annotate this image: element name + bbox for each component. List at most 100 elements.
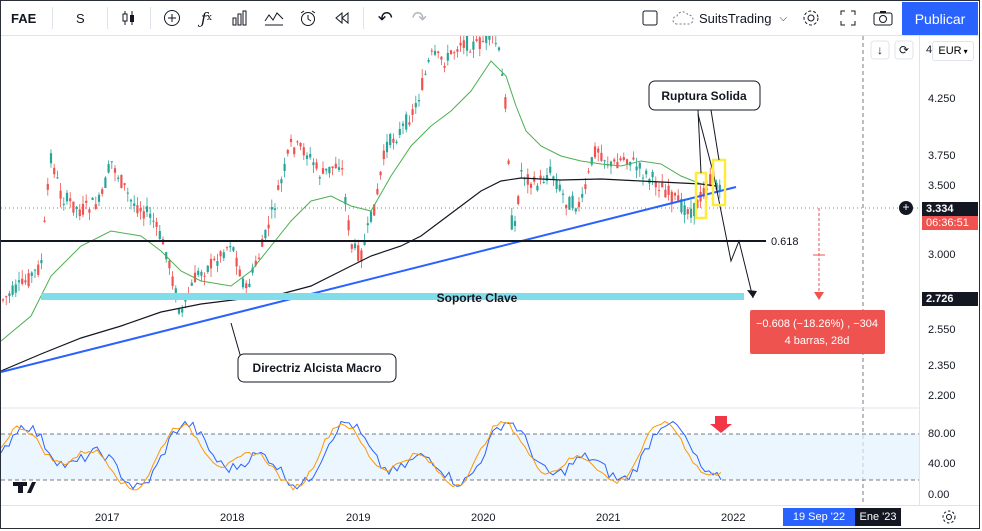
candle-body [155, 221, 158, 227]
candle-body [510, 215, 513, 230]
measure-arrowhead [814, 292, 824, 300]
current-price-badge: 3.334 [922, 202, 978, 216]
chevron-down-icon: ▾ [963, 46, 968, 56]
projection-path-2 [697, 113, 715, 177]
candle-body [501, 73, 504, 76]
support-price-badge: 2.726 [922, 292, 978, 306]
candle-body [632, 157, 635, 160]
year-label: 2022 [721, 512, 746, 524]
breakout-callout[interactable] [648, 80, 761, 111]
candle-body [609, 161, 613, 167]
candle-body [395, 141, 398, 143]
candle-body [312, 162, 315, 166]
candle-body [603, 160, 606, 162]
candle-body [677, 195, 680, 201]
candle-body [555, 180, 558, 189]
candle-body [670, 191, 673, 205]
candle-body [286, 149, 289, 154]
candle-body [283, 163, 286, 171]
candle-body [654, 181, 657, 188]
publish-button[interactable]: Publicar [902, 2, 978, 35]
undo-icon[interactable]: ↶ [377, 7, 393, 28]
candle-body [651, 171, 654, 178]
candle-body [21, 278, 24, 284]
macro-trendline[interactable] [1, 186, 737, 373]
camera-icon[interactable] [866, 1, 900, 35]
axis-settings-gear-icon[interactable] [941, 509, 959, 527]
candle-body [373, 204, 376, 216]
candle-body [209, 258, 213, 269]
key-support-zone[interactable] [41, 293, 744, 300]
fullscreen-icon[interactable] [831, 1, 865, 35]
candle-body [443, 65, 446, 68]
add-alert-plus-icon[interactable]: + [899, 201, 913, 215]
candle-body [568, 196, 571, 210]
candle-body [600, 152, 603, 161]
candle-body [622, 157, 625, 160]
divider [107, 7, 109, 29]
candle-body [661, 182, 664, 188]
candle-body [85, 200, 88, 203]
candle-body [552, 176, 555, 180]
redo-icon[interactable]: ↷ [411, 7, 427, 28]
candle-body [504, 97, 507, 109]
candle-body [581, 193, 584, 198]
templates-icon[interactable] [257, 1, 291, 35]
callout-pointer [710, 109, 720, 161]
save-layout-button[interactable]: SuitsTrading ⌵ [671, 1, 793, 35]
fullscreen-layout-icon[interactable] [637, 1, 663, 35]
replay-icon[interactable] [325, 1, 359, 35]
candle-body [549, 166, 552, 173]
candle-body [449, 50, 453, 55]
candle-body [1, 299, 5, 301]
candle-body [309, 154, 312, 158]
candle-body [389, 134, 392, 146]
candle-body [213, 258, 216, 260]
price-scale[interactable]: 4 EUR ▾ 4.250 3.750 3.500 3.334 06:36:51… [919, 36, 980, 505]
candle-body [469, 51, 472, 53]
year-label: 2021 [596, 512, 621, 524]
year-label: 2020 [471, 512, 496, 524]
candle-body [171, 276, 174, 287]
pane-maximize-button[interactable] [894, 40, 914, 60]
candle-body [571, 195, 574, 208]
measure-result-box[interactable] [750, 310, 885, 354]
alert-clock-icon[interactable] [291, 1, 325, 35]
candle-body [625, 159, 629, 165]
candle-body [33, 269, 37, 271]
candle-body [360, 250, 363, 262]
stochastic-oscillator [1, 420, 722, 491]
symbol-search-button[interactable]: FAE [11, 10, 37, 26]
price-chart[interactable]: 0.618 Soporte Clave Ruptura Solida Direc… [1, 36, 919, 505]
divider [52, 7, 54, 29]
time-axis[interactable]: 2017 2018 2019 2020 2021 2022 19 Sep '22… [1, 505, 979, 530]
candles-icon[interactable] [112, 1, 146, 35]
breakout-label: Ruptura Solida [661, 89, 747, 103]
candle-body [497, 47, 501, 51]
add-compare-icon[interactable] [155, 1, 189, 35]
restore-icon: ⟳ [899, 43, 909, 57]
candle-body [27, 273, 30, 287]
trendline-callout[interactable] [237, 353, 397, 383]
candle-body [65, 192, 69, 202]
candle-body [37, 264, 40, 275]
measure-result-line2: 4 barras, 28d [785, 335, 850, 347]
currency-selector[interactable]: EUR ▾ [932, 41, 974, 61]
candle-body [315, 162, 318, 169]
candle-body [453, 52, 456, 54]
candle-body [337, 167, 341, 170]
candle-body [145, 206, 149, 213]
interval-button[interactable]: S [75, 10, 85, 26]
oscillator-level-label: 40.00 [928, 458, 956, 470]
candle-body [357, 245, 360, 261]
callout-pointer [697, 109, 702, 174]
candle-body [53, 167, 56, 175]
candle-body [613, 159, 616, 162]
pane-collapse-button[interactable] [870, 40, 890, 60]
candle-body [363, 241, 366, 245]
candle-body [693, 203, 696, 217]
financials-icon[interactable] [223, 1, 257, 35]
settings-gear-icon[interactable] [794, 1, 828, 35]
candle-body [101, 189, 104, 194]
